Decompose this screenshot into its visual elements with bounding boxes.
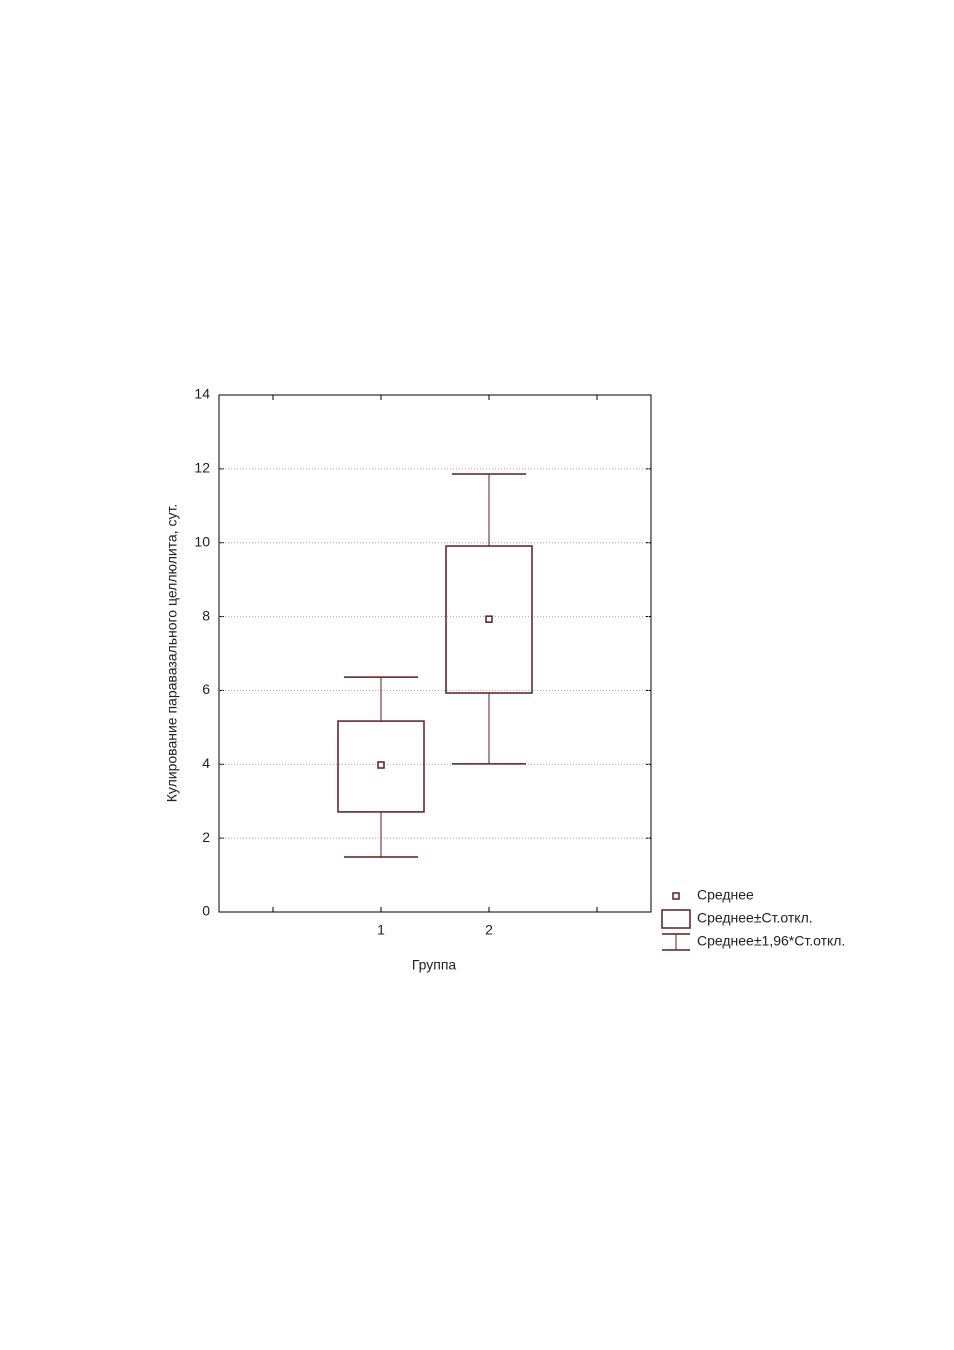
y-tick-label: 4: [202, 755, 210, 771]
plot-frame: [218, 394, 652, 913]
x-tick-label: 1: [377, 922, 385, 938]
legend-mean-icon: [672, 892, 680, 900]
legend-box-icon: [661, 909, 691, 929]
y-tick-label: 14: [194, 386, 210, 402]
y-axis-label: Кулирование паравазального целлюлита, су…: [164, 504, 180, 802]
y-tick-label: 10: [194, 533, 210, 549]
legend-label: Среднее±1,96*Ст.откл.: [697, 933, 845, 949]
box: [445, 545, 533, 694]
box: [337, 720, 425, 813]
mean-marker: [377, 761, 385, 769]
legend-label: Среднее±Ст.откл.: [697, 910, 813, 926]
legend-label: Среднее: [697, 887, 754, 903]
mean-marker: [485, 615, 493, 623]
y-tick-label: 0: [202, 903, 210, 919]
x-tick-label: 2: [485, 922, 493, 938]
y-tick-label: 12: [194, 460, 210, 476]
y-tick-label: 2: [202, 829, 210, 845]
y-tick-label: 6: [202, 681, 210, 697]
x-axis-label: Группа: [412, 957, 457, 973]
y-tick-label: 8: [202, 607, 210, 623]
